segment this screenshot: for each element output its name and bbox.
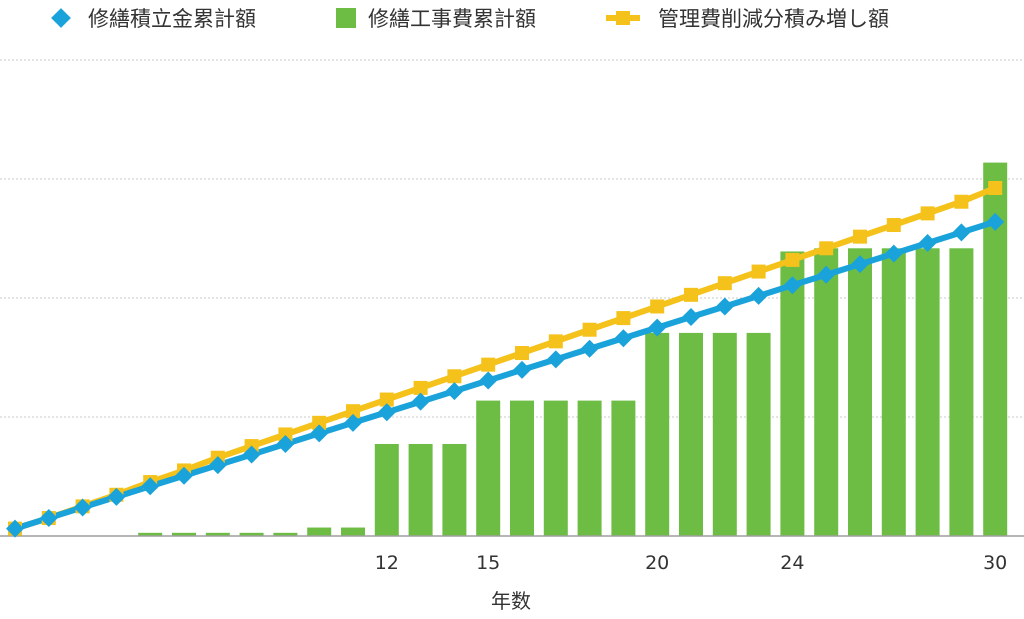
bar-year-15[interactable]: [476, 400, 501, 536]
point-mgmt-9[interactable]: [278, 427, 293, 442]
point-mgmt-28[interactable]: [920, 206, 935, 221]
point-savings-29[interactable]: [952, 223, 971, 242]
bar-year-14[interactable]: [442, 443, 467, 536]
point-mgmt-18[interactable]: [582, 322, 597, 337]
point-mgmt-27[interactable]: [886, 218, 901, 233]
bar-year-27[interactable]: [881, 248, 906, 537]
point-savings-1[interactable]: [6, 519, 24, 538]
point-savings-18[interactable]: [580, 339, 599, 358]
point-mgmt-21[interactable]: [684, 287, 698, 302]
point-savings-9[interactable]: [276, 434, 295, 453]
bar-year-17[interactable]: [543, 400, 568, 536]
legend-label-repair-cost: 修繕工事費累計額: [368, 7, 536, 31]
point-savings-22[interactable]: [715, 297, 734, 316]
point-mgmt-26[interactable]: [853, 229, 867, 244]
bars: [138, 162, 1008, 537]
point-savings-2[interactable]: [39, 509, 58, 528]
legend-label-savings: 修繕積立金累計額: [88, 7, 256, 31]
bar-year-7[interactable]: [205, 532, 230, 536]
x-axis-title: 年数: [491, 589, 531, 613]
bar-year-20[interactable]: [645, 332, 670, 536]
bar-year-13[interactable]: [408, 443, 433, 536]
bar-year-21[interactable]: [679, 332, 703, 536]
point-mgmt-12[interactable]: [379, 392, 394, 407]
bar-year-24[interactable]: [780, 251, 805, 537]
point-savings-7[interactable]: [208, 456, 227, 475]
bar-year-26[interactable]: [848, 248, 872, 537]
point-mgmt-22[interactable]: [717, 276, 732, 291]
series-markers: [6, 180, 1005, 538]
point-savings-16[interactable]: [513, 360, 531, 379]
point-savings-27[interactable]: [884, 244, 903, 263]
bar-year-29[interactable]: [949, 248, 974, 537]
legend-item-mgmt-savings[interactable]: 管理費削減分積み増し額: [606, 7, 889, 31]
bar-year-5[interactable]: [138, 532, 163, 536]
bar-year-19[interactable]: [611, 400, 636, 536]
point-savings-30[interactable]: [986, 212, 1005, 231]
bar-year-22[interactable]: [712, 332, 737, 536]
point-mgmt-11[interactable]: [346, 404, 360, 419]
bar-year-18[interactable]: [577, 400, 602, 536]
x-tick-label: 20: [645, 552, 669, 574]
point-savings-26[interactable]: [851, 255, 869, 274]
point-savings-20[interactable]: [648, 318, 667, 337]
x-tick-label: 30: [983, 552, 1007, 574]
x-tick-label: 12: [375, 552, 399, 574]
point-savings-24[interactable]: [783, 276, 802, 295]
point-savings-21[interactable]: [682, 308, 700, 327]
point-mgmt-29[interactable]: [954, 194, 969, 209]
legend-label-mgmt-savings: 管理費削減分積み増し額: [658, 7, 889, 31]
point-savings-8[interactable]: [242, 445, 261, 464]
point-savings-23[interactable]: [749, 286, 768, 305]
point-savings-15[interactable]: [479, 371, 498, 390]
point-mgmt-15[interactable]: [481, 357, 496, 372]
point-savings-11[interactable]: [344, 413, 362, 432]
point-savings-3[interactable]: [73, 498, 92, 517]
bar-year-8[interactable]: [239, 532, 264, 536]
bar-year-11[interactable]: [341, 527, 365, 536]
point-mgmt-20[interactable]: [650, 299, 665, 314]
point-mgmt-17[interactable]: [548, 334, 563, 349]
bar-year-23[interactable]: [746, 332, 771, 536]
point-savings-5[interactable]: [141, 477, 160, 496]
bar-year-6[interactable]: [172, 532, 196, 536]
point-savings-10[interactable]: [310, 424, 329, 443]
bar-year-12[interactable]: [374, 443, 399, 536]
bar-year-28[interactable]: [915, 248, 940, 537]
x-tick-label: 24: [780, 552, 804, 574]
legend: 修繕積立金累計額 修繕工事費累計額 管理費削減分積み増し額: [51, 7, 889, 31]
point-savings-6[interactable]: [175, 466, 193, 485]
point-savings-4[interactable]: [107, 487, 126, 506]
legend-marker-square: [336, 8, 356, 28]
point-savings-14[interactable]: [445, 382, 464, 401]
point-mgmt-13[interactable]: [413, 380, 428, 395]
point-mgmt-30[interactable]: [988, 180, 1003, 195]
bar-year-16[interactable]: [510, 400, 534, 536]
point-savings-19[interactable]: [614, 329, 633, 348]
x-tick-label: 15: [476, 552, 500, 574]
bar-year-10[interactable]: [307, 527, 332, 536]
point-mgmt-25[interactable]: [819, 241, 834, 256]
legend-item-savings[interactable]: 修繕積立金累計額: [51, 7, 256, 31]
point-mgmt-24[interactable]: [785, 252, 800, 267]
point-mgmt-10[interactable]: [312, 415, 327, 430]
x-tick-labels: 12 15 20 24 30: [375, 552, 1008, 574]
point-savings-28[interactable]: [918, 233, 937, 252]
bar-year-25[interactable]: [814, 248, 839, 537]
point-mgmt-14[interactable]: [447, 369, 462, 384]
point-mgmt-19[interactable]: [616, 311, 631, 326]
point-mgmt-23[interactable]: [751, 264, 766, 279]
point-savings-12[interactable]: [377, 403, 396, 422]
legend-marker-square: [616, 11, 630, 25]
point-mgmt-16[interactable]: [515, 346, 529, 361]
point-savings-13[interactable]: [411, 392, 430, 411]
point-savings-17[interactable]: [546, 350, 565, 369]
legend-marker-diamond: [51, 8, 71, 28]
point-savings-25[interactable]: [817, 265, 836, 284]
legend-item-repair-cost[interactable]: 修繕工事費累計額: [336, 7, 536, 31]
bar-year-9[interactable]: [273, 532, 298, 536]
